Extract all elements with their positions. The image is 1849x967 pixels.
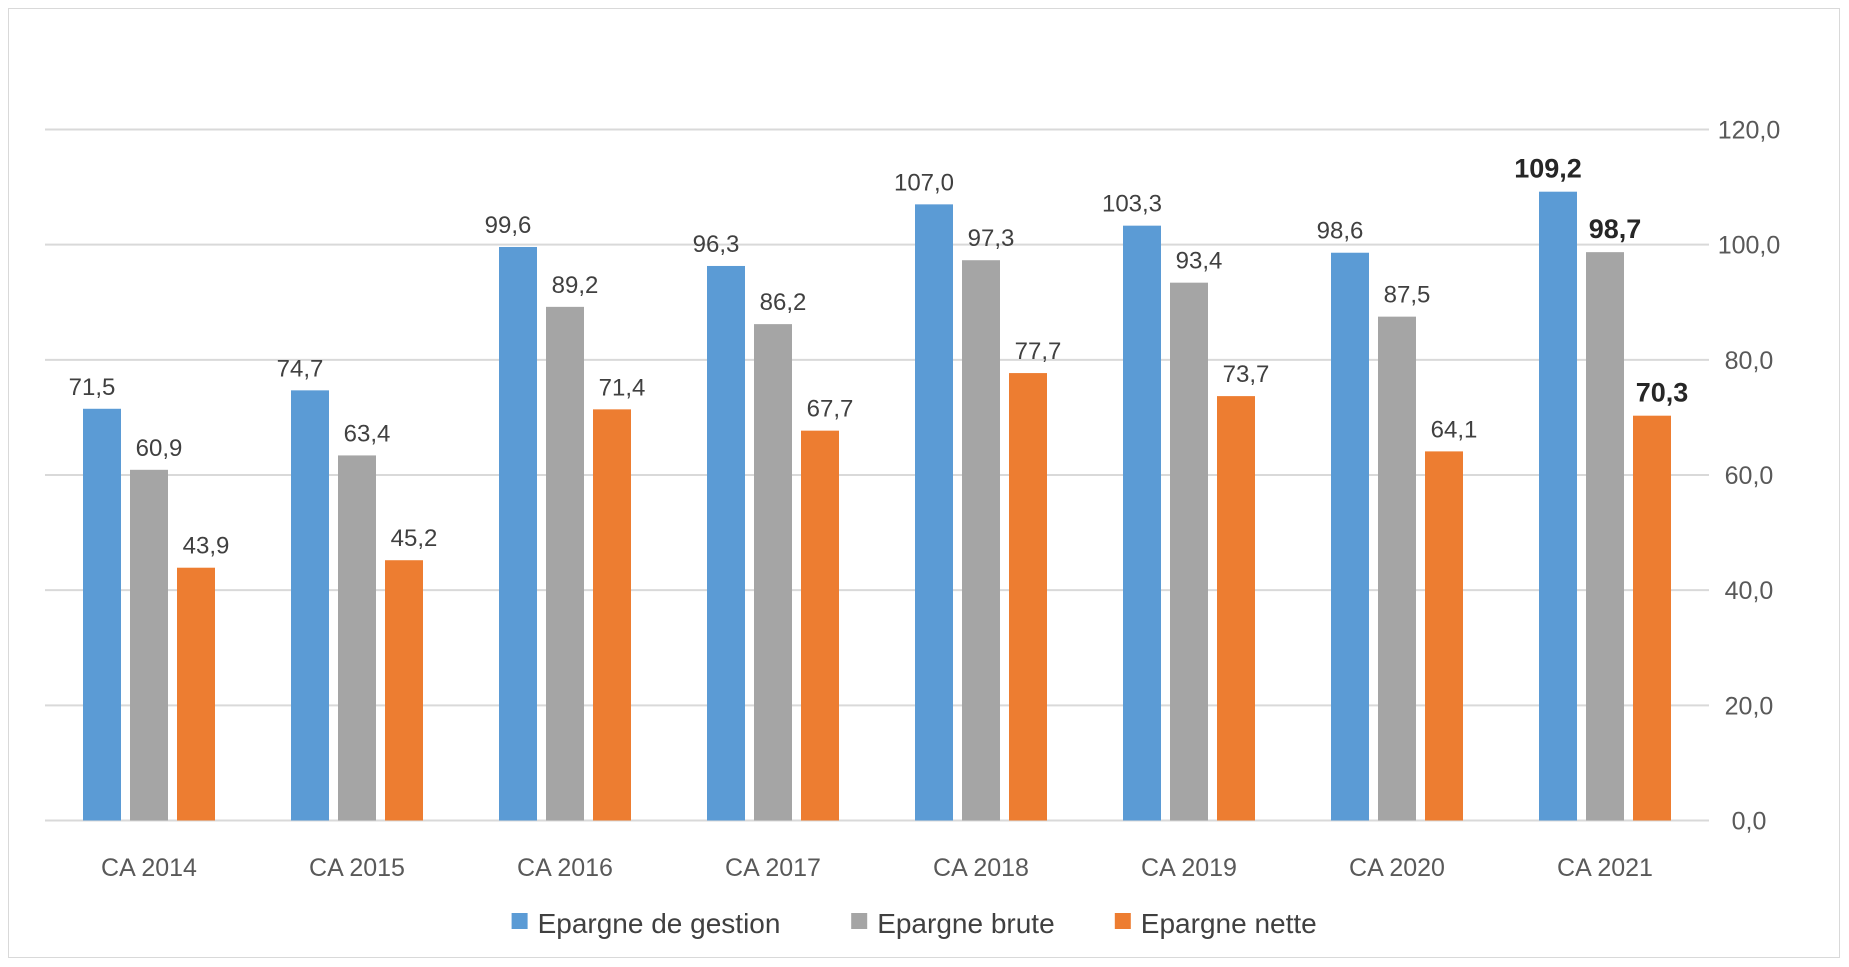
legend-label: Epargne brute xyxy=(877,908,1054,939)
data-label: 99,6 xyxy=(485,212,532,239)
data-label: 45,2 xyxy=(391,525,438,552)
bars xyxy=(83,191,1671,821)
bar xyxy=(338,455,376,821)
bar-chart: 71,5 60,9 43,9 74,7 63,4 45,2 99,6 89,2 71,4 96,3… xyxy=(45,117,1781,939)
bar xyxy=(801,430,839,821)
data-label: 43,9 xyxy=(183,533,230,560)
bar xyxy=(83,408,121,821)
bar xyxy=(593,409,631,821)
bar xyxy=(1633,415,1671,821)
bar xyxy=(499,246,537,821)
data-label: 87,5 xyxy=(1384,282,1431,309)
x-tick-label: CA 2018 xyxy=(933,854,1029,882)
bar xyxy=(177,567,215,821)
bar xyxy=(962,260,1000,821)
legend-label: Epargne nette xyxy=(1141,908,1317,939)
y-tick-label: 0,0 xyxy=(1732,808,1767,836)
data-label: 63,4 xyxy=(344,420,391,447)
x-tick-label: CA 2017 xyxy=(725,854,821,882)
bar xyxy=(915,204,953,821)
bar xyxy=(1009,373,1047,821)
data-labels: 71,5 60,9 43,9 74,7 63,4 45,2 99,6 89,2 71,4 96,3… xyxy=(69,154,1689,560)
y-tick-label: 120,0 xyxy=(1718,117,1781,145)
data-label: 103,3 xyxy=(1102,191,1162,218)
data-label: 93,4 xyxy=(1176,248,1223,275)
x-tick-label: CA 2021 xyxy=(1557,854,1653,882)
y-tick-label: 40,0 xyxy=(1725,577,1774,605)
x-axis-ticks: CA 2014 CA 2015 CA 2016 CA 2017 CA 2018 CA 20… xyxy=(101,854,1653,882)
data-label: 67,7 xyxy=(807,396,854,423)
bar xyxy=(1425,451,1463,821)
legend-swatch xyxy=(851,913,868,929)
legend-swatch xyxy=(1114,913,1131,929)
legend-swatch xyxy=(511,913,528,929)
y-tick-label: 60,0 xyxy=(1725,462,1774,490)
bar xyxy=(1586,252,1624,821)
bar xyxy=(1539,191,1577,821)
bar xyxy=(1378,316,1416,821)
legend: Epargne de gestion Epargne brute Epargne n… xyxy=(511,908,1317,939)
data-label: 96,3 xyxy=(693,231,740,258)
x-tick-label: CA 2020 xyxy=(1349,854,1445,882)
y-tick-label: 80,0 xyxy=(1725,347,1774,375)
y-tick-label: 100,0 xyxy=(1718,232,1781,260)
y-tick-label: 20,0 xyxy=(1725,692,1774,720)
x-tick-label: CA 2016 xyxy=(517,854,613,882)
data-label: 71,5 xyxy=(69,374,116,401)
bar xyxy=(1331,252,1369,821)
y-axis-ticks: 0,0 20,0 40,0 60,0 80,0 100,0 120,0 xyxy=(1718,117,1781,836)
data-label: 89,2 xyxy=(552,272,599,299)
data-label: 107,0 xyxy=(894,169,954,196)
bar xyxy=(707,265,745,821)
x-tick-label: CA 2014 xyxy=(101,854,197,882)
data-label: 60,9 xyxy=(136,435,183,462)
data-label: 98,7 xyxy=(1589,214,1642,244)
data-label: 74,7 xyxy=(277,355,324,382)
data-label: 98,6 xyxy=(1317,218,1364,245)
x-tick-label: CA 2015 xyxy=(309,854,405,882)
bar xyxy=(1217,396,1255,821)
x-tick-label: CA 2019 xyxy=(1141,854,1237,882)
data-label: 73,7 xyxy=(1223,361,1270,388)
bar xyxy=(291,390,329,821)
bar xyxy=(385,560,423,821)
data-label: 109,2 xyxy=(1514,154,1582,184)
bar xyxy=(754,324,792,821)
data-label: 70,3 xyxy=(1636,378,1689,408)
data-label: 64,1 xyxy=(1431,416,1478,443)
data-label: 71,4 xyxy=(599,374,646,401)
data-label: 86,2 xyxy=(760,289,807,316)
bar xyxy=(1170,282,1208,821)
data-label: 97,3 xyxy=(968,225,1015,252)
bar xyxy=(546,306,584,821)
bar xyxy=(1123,225,1161,821)
bar xyxy=(130,469,168,821)
legend-label: Epargne de gestion xyxy=(538,908,781,939)
chart-frame: 71,5 60,9 43,9 74,7 63,4 45,2 99,6 89,2 71,4 96,3… xyxy=(8,8,1840,958)
data-label: 77,7 xyxy=(1015,338,1062,365)
